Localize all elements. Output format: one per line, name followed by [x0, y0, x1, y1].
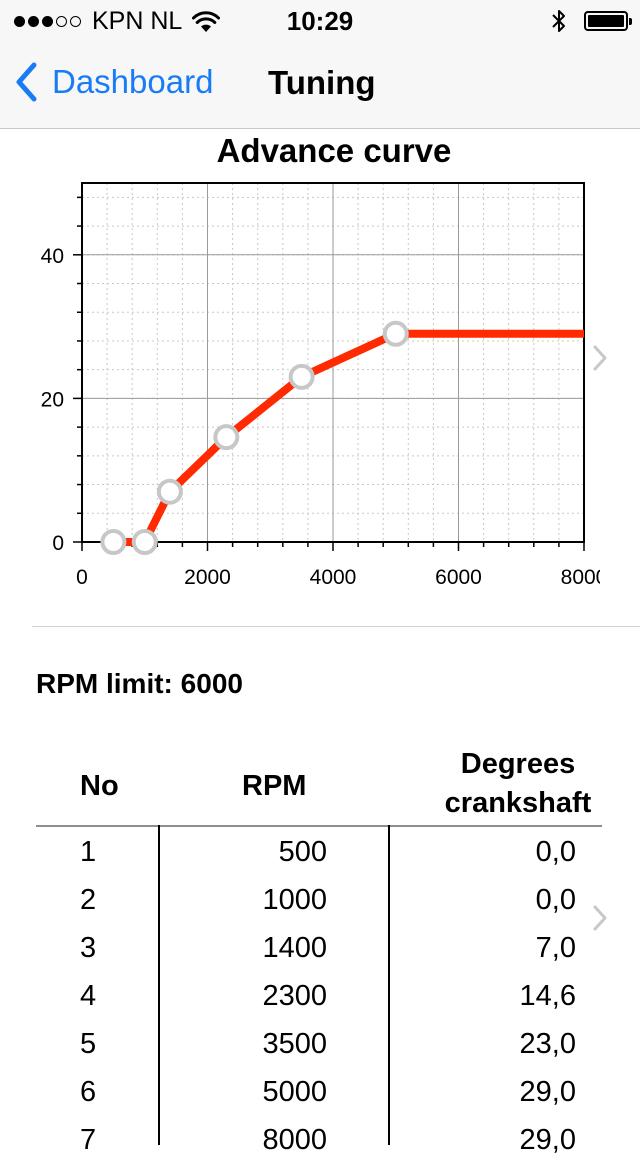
navigation-bar: Dashboard Tuning: [0, 40, 640, 129]
cell-no: 1: [80, 836, 97, 868]
data-point[interactable]: [156, 478, 183, 505]
table-row[interactable]: 6 5000 29,0: [0, 1068, 640, 1116]
table-disclosure-chevron-icon[interactable]: [592, 904, 608, 932]
back-button[interactable]: Dashboard: [14, 62, 213, 102]
cell-rpm: 5000: [262, 1076, 327, 1108]
wifi-icon: [192, 10, 221, 32]
x-tick-label: 2000: [184, 566, 231, 589]
cell-rpm: 1400: [262, 932, 327, 964]
table-row[interactable]: 7 8000 29,0: [0, 1116, 640, 1164]
bluetooth-icon: [552, 10, 565, 32]
column-divider: [388, 825, 390, 1145]
status-left: KPN NL: [14, 7, 221, 36]
series-line: [113, 329, 584, 546]
status-right: [550, 8, 632, 34]
rpm-limit-value: 6000: [180, 668, 243, 699]
status-bar: KPN NL 10:29: [0, 0, 640, 40]
x-tick-label: 6000: [435, 566, 482, 589]
cell-degrees: 0,0: [535, 884, 576, 916]
back-button-label: Dashboard: [52, 63, 214, 100]
table-row[interactable]: 3 1400 7,0: [0, 924, 640, 972]
cell-degrees: 23,0: [519, 1028, 576, 1060]
signal-dot: [56, 16, 67, 27]
column-header-degrees: Degrees crankshaft: [444, 748, 592, 819]
chart-disclosure-chevron-icon[interactable]: [592, 344, 608, 372]
x-tick-label: 0: [76, 566, 88, 589]
column-header-no: No: [80, 770, 119, 802]
section-divider: [32, 626, 640, 627]
table-row[interactable]: 5 3500 23,0: [0, 1020, 640, 1068]
cell-degrees: 29,0: [519, 1124, 576, 1156]
cell-no: 4: [80, 980, 97, 1012]
column-divider: [158, 825, 160, 1145]
y-tick-label: 40: [41, 245, 64, 268]
x-tick-label: 4000: [310, 566, 357, 589]
column-header-rpm: RPM: [242, 770, 307, 802]
data-point[interactable]: [288, 363, 315, 390]
carrier-name: KPN NL: [92, 7, 183, 35]
data-point[interactable]: [131, 529, 158, 555]
cell-degrees: 0,0: [535, 836, 576, 868]
x-tick-label: 8000: [561, 566, 600, 589]
signal-dot: [42, 16, 53, 27]
page-title: Tuning: [268, 64, 376, 101]
chart-title: Advance curve: [216, 132, 452, 169]
table-row[interactable]: 4 2300 14,6: [0, 972, 640, 1020]
rpm-limit[interactable]: RPM limit: 6000: [36, 668, 243, 700]
cell-no: 3: [80, 932, 97, 964]
cell-rpm: 2300: [262, 980, 327, 1012]
cell-degrees: 7,0: [535, 932, 576, 964]
cell-degrees: 14,6: [519, 980, 576, 1012]
signal-strength-icon: [14, 16, 84, 27]
table-row[interactable]: 2 1000 0,0: [0, 876, 640, 924]
table-row[interactable]: 1 500 0,0: [0, 828, 640, 876]
data-point[interactable]: [100, 529, 127, 555]
chevron-left-icon: [16, 62, 37, 102]
clock: 10:29: [286, 6, 354, 36]
cell-rpm: 3500: [262, 1028, 327, 1060]
cell-no: 5: [80, 1028, 97, 1060]
cell-degrees: 29,0: [519, 1076, 576, 1108]
cell-no: 6: [80, 1076, 97, 1108]
signal-dot: [28, 16, 39, 27]
rpm-limit-label: RPM limit:: [36, 668, 181, 699]
advance-curve-chart[interactable]: 0 2000 4000 6000 8000 0 20 40: [0, 175, 600, 595]
table-header: No RPM Degrees crankshaft: [36, 745, 602, 827]
cell-no: 7: [80, 1124, 97, 1156]
y-tick-label: 20: [41, 388, 64, 411]
data-point[interactable]: [382, 320, 409, 347]
y-tick-label: 0: [52, 532, 64, 555]
data-point[interactable]: [213, 424, 240, 451]
signal-dot: [70, 16, 81, 27]
cell-rpm: 1000: [262, 884, 327, 916]
cell-rpm: 500: [278, 836, 327, 868]
cell-no: 2: [80, 884, 97, 916]
battery-icon: [584, 11, 632, 31]
signal-dot: [14, 16, 25, 27]
cell-rpm: 8000: [262, 1124, 327, 1156]
